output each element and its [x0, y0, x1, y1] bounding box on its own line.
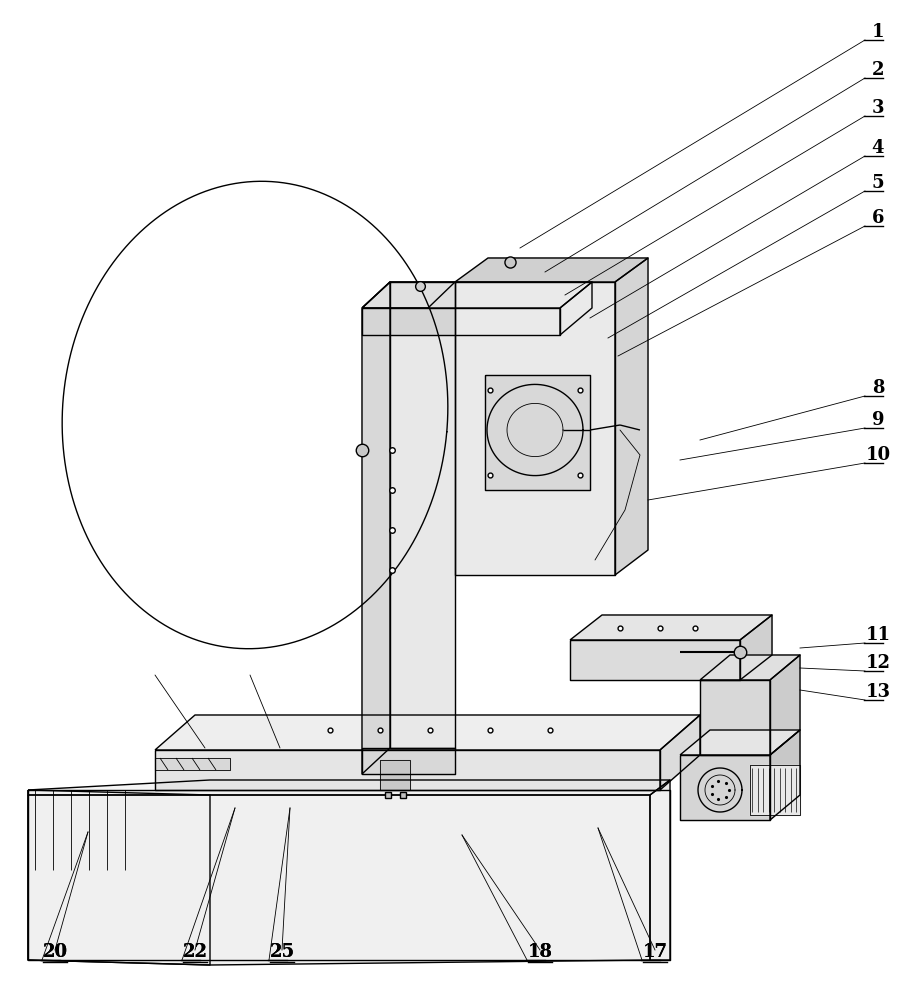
Text: 18: 18: [527, 943, 552, 961]
Polygon shape: [700, 655, 800, 680]
Text: 2: 2: [871, 61, 884, 79]
Polygon shape: [390, 282, 455, 748]
Polygon shape: [660, 715, 700, 790]
Text: 22: 22: [183, 943, 207, 961]
Polygon shape: [570, 615, 772, 640]
Polygon shape: [615, 258, 648, 575]
Polygon shape: [680, 730, 800, 755]
Text: 11: 11: [866, 626, 891, 644]
Polygon shape: [455, 258, 648, 282]
Text: 17: 17: [643, 943, 668, 961]
Text: 22: 22: [183, 943, 207, 961]
Text: 12: 12: [866, 654, 891, 672]
Text: 10: 10: [866, 446, 891, 464]
Text: 4: 4: [871, 139, 884, 157]
Polygon shape: [680, 755, 770, 820]
Text: 18: 18: [527, 943, 552, 961]
Polygon shape: [155, 715, 700, 750]
Polygon shape: [485, 375, 590, 490]
Text: 13: 13: [866, 683, 891, 701]
Polygon shape: [362, 748, 455, 774]
Polygon shape: [770, 655, 800, 755]
Text: 25: 25: [269, 943, 294, 961]
Polygon shape: [362, 308, 560, 335]
Polygon shape: [750, 765, 800, 815]
Text: 8: 8: [871, 379, 884, 397]
Polygon shape: [28, 790, 210, 965]
Text: 25: 25: [269, 943, 294, 961]
Text: 6: 6: [871, 209, 884, 227]
Polygon shape: [155, 758, 230, 770]
Polygon shape: [28, 780, 670, 795]
Polygon shape: [570, 640, 740, 680]
Polygon shape: [362, 282, 390, 774]
Polygon shape: [770, 730, 800, 820]
Polygon shape: [700, 680, 770, 755]
Text: 9: 9: [871, 411, 884, 429]
Polygon shape: [740, 615, 772, 680]
Polygon shape: [28, 795, 650, 965]
Text: 5: 5: [871, 174, 884, 192]
Text: 17: 17: [643, 943, 668, 961]
Text: 20: 20: [42, 943, 67, 961]
Polygon shape: [28, 790, 670, 960]
Polygon shape: [380, 760, 410, 790]
Text: 20: 20: [42, 943, 67, 961]
Polygon shape: [455, 282, 615, 575]
Polygon shape: [650, 780, 670, 960]
Polygon shape: [362, 282, 592, 308]
Text: 3: 3: [871, 99, 884, 117]
Text: 1: 1: [871, 23, 884, 41]
Polygon shape: [560, 282, 592, 335]
Polygon shape: [362, 282, 455, 308]
Polygon shape: [155, 750, 660, 790]
